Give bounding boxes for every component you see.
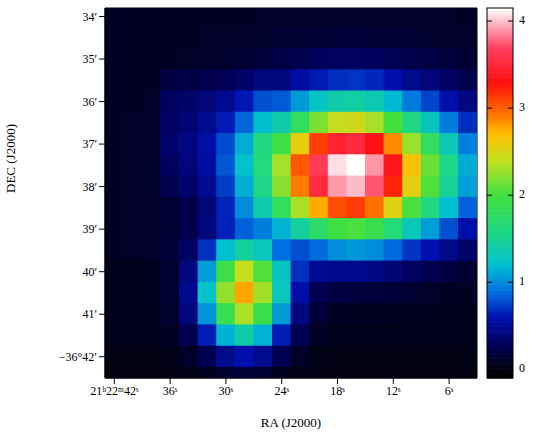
svg-text:12ˢ: 12ˢ — [386, 384, 401, 398]
svg-text:24ˢ: 24ˢ — [274, 384, 289, 398]
svg-text:35′: 35′ — [82, 52, 97, 66]
svg-text:36ˢ: 36ˢ — [163, 384, 178, 398]
svg-text:0: 0 — [519, 361, 525, 375]
svg-text:RA (J2000): RA (J2000) — [261, 415, 321, 430]
svg-text:4: 4 — [519, 13, 525, 27]
svg-text:1: 1 — [519, 274, 525, 288]
svg-text:30ˢ: 30ˢ — [219, 384, 234, 398]
svg-text:3: 3 — [519, 100, 525, 114]
svg-text:2: 2 — [519, 187, 525, 201]
svg-text:37′: 37′ — [82, 137, 97, 151]
svg-text:21ʰ22ᵐ42ˢ: 21ʰ22ᵐ42ˢ — [90, 384, 139, 398]
svg-text:40′: 40′ — [82, 265, 97, 279]
svg-text:38′: 38′ — [82, 180, 97, 194]
svg-text:41′: 41′ — [82, 307, 97, 321]
svg-text:DEC (J2000): DEC (J2000) — [3, 124, 18, 193]
svg-text:39′: 39′ — [82, 222, 97, 236]
svg-text:6ˢ: 6ˢ — [445, 384, 454, 398]
svg-text:34′: 34′ — [82, 10, 97, 24]
svg-text:36′: 36′ — [82, 95, 97, 109]
svg-text:−36°42′: −36°42′ — [59, 350, 98, 364]
svg-text:18ˢ: 18ˢ — [330, 384, 345, 398]
